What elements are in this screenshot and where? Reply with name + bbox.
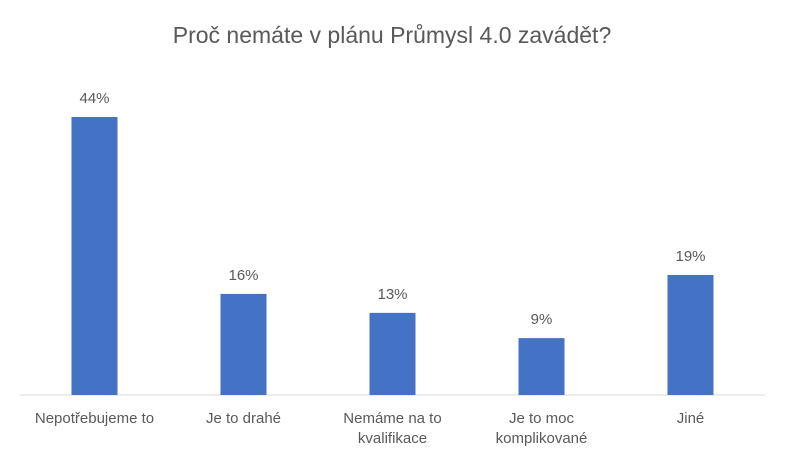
bar	[518, 338, 565, 395]
bar	[220, 293, 267, 395]
data-label: 44%	[79, 90, 109, 107]
x-tick-label: Je to moc komplikované	[495, 410, 588, 447]
x-tick-label: Nepotřebujeme to	[34, 410, 155, 427]
data-label: 13%	[377, 286, 407, 303]
data-label: 9%	[531, 311, 553, 328]
bar	[369, 312, 416, 395]
data-label: 16%	[228, 267, 258, 284]
bar	[667, 274, 714, 395]
bar	[71, 117, 118, 395]
x-tick-label: Nemáme na to kvalifikace	[343, 410, 442, 447]
x-tick-label: Jiné	[676, 410, 705, 427]
x-tick-label: Je to drahé	[205, 410, 282, 427]
data-label: 19%	[675, 248, 705, 265]
chart-title: Proč nemáte v plánu Průmysl 4.0 zavádět?	[173, 22, 612, 48]
